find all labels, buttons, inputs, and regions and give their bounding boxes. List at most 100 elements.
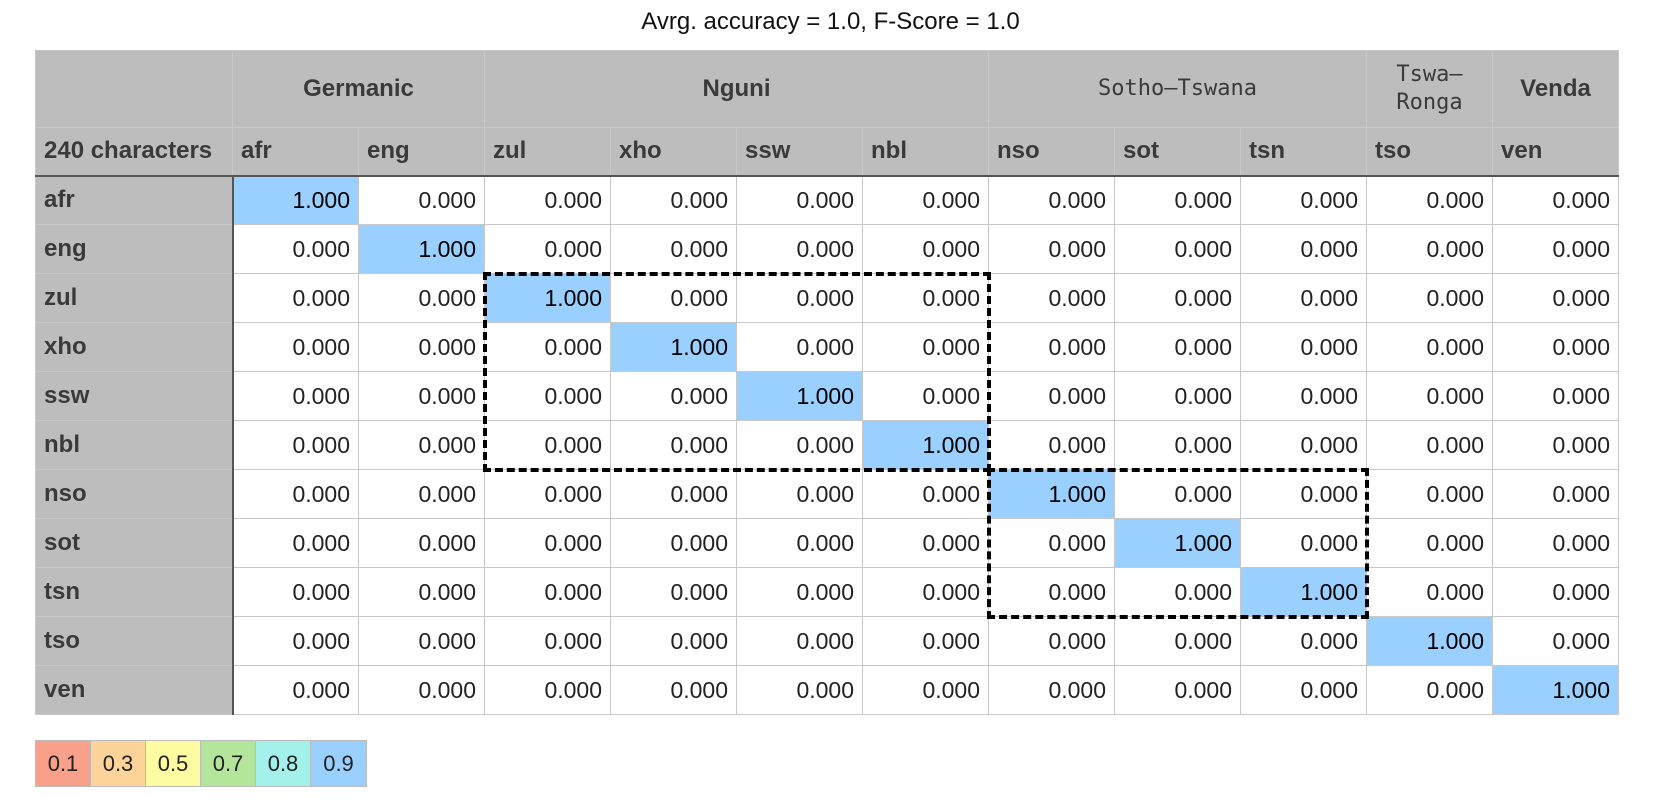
- row-header: tsn: [35, 567, 234, 617]
- matrix-cell: 0.000: [1366, 469, 1493, 519]
- matrix-cell: 0.000: [232, 665, 359, 715]
- matrix-cell: 0.000: [1240, 616, 1367, 666]
- row-header: nso: [35, 469, 234, 519]
- column-header: tsn: [1240, 127, 1367, 177]
- matrix-cell: 0.000: [232, 322, 359, 372]
- matrix-cell: 0.000: [736, 273, 863, 323]
- matrix-cell: 0.000: [1366, 518, 1493, 568]
- matrix-cell: 0.000: [862, 518, 989, 568]
- matrix-row: eng 0.000 1.000 0.000 0.000 0.000 0.000 0.000 0.…: [35, 224, 1619, 274]
- matrix-cell: 0.000: [1492, 616, 1619, 666]
- matrix-cell: 0.000: [610, 616, 737, 666]
- matrix-cell: 0.000: [862, 224, 989, 274]
- matrix-cell: 0.000: [232, 224, 359, 274]
- matrix-cell: 0.000: [232, 518, 359, 568]
- matrix-cell: 0.000: [1240, 420, 1367, 470]
- matrix-cell: 1.000: [1240, 567, 1367, 617]
- row-header: nbl: [35, 420, 234, 470]
- matrix-cell: 0.000: [1492, 175, 1619, 225]
- chart-title: Avrg. accuracy = 1.0, F-Score = 1.0: [641, 8, 1020, 35]
- matrix-cell: 0.000: [232, 371, 359, 421]
- column-header: afr: [232, 127, 359, 177]
- matrix-cell: 0.000: [1366, 420, 1493, 470]
- matrix-row: nbl 0.000 0.000 0.000 0.000 0.000 1.000 0.000 0.…: [35, 420, 1619, 470]
- matrix-cell: 0.000: [1240, 273, 1367, 323]
- matrix-cell: 0.000: [1492, 469, 1619, 519]
- matrix-cell: 0.000: [1366, 273, 1493, 323]
- matrix-cell: 0.000: [484, 371, 611, 421]
- matrix-cell: 0.000: [484, 518, 611, 568]
- matrix-cell: 0.000: [610, 469, 737, 519]
- matrix-cell: 0.000: [736, 665, 863, 715]
- matrix-row: ssw 0.000 0.000 0.000 0.000 1.000 0.000 0.000 0.…: [35, 371, 1619, 421]
- matrix-cell: 1.000: [736, 371, 863, 421]
- matrix-cell: 0.000: [358, 175, 485, 225]
- matrix-cell: 0.000: [1114, 567, 1241, 617]
- matrix-cell: 0.000: [988, 518, 1115, 568]
- matrix-cell: 0.000: [232, 616, 359, 666]
- matrix-cell: 0.000: [610, 224, 737, 274]
- matrix-cell: 0.000: [1366, 567, 1493, 617]
- matrix-cell: 1.000: [358, 224, 485, 274]
- matrix-cell: 0.000: [484, 469, 611, 519]
- matrix-cell: 1.000: [610, 322, 737, 372]
- row-header: xho: [35, 322, 234, 372]
- matrix-cell: 0.000: [484, 224, 611, 274]
- matrix-cell: 0.000: [862, 567, 989, 617]
- row-header: afr: [35, 175, 234, 225]
- matrix-row: zul 0.000 0.000 1.000 0.000 0.000 0.000 0.000 0.…: [35, 273, 1619, 323]
- legend-swatch: 0.1: [36, 741, 91, 786]
- matrix-cell: 0.000: [988, 371, 1115, 421]
- column-header: nso: [988, 127, 1115, 177]
- matrix-cell: 0.000: [988, 567, 1115, 617]
- matrix-cell: 0.000: [862, 175, 989, 225]
- column-header: ven: [1492, 127, 1619, 177]
- matrix-row: ven 0.000 0.000 0.000 0.000 0.000 0.000 0.000 0.…: [35, 665, 1619, 715]
- matrix-row: tsn 0.000 0.000 0.000 0.000 0.000 0.000 0.000 0.…: [35, 567, 1619, 617]
- column-header: ssw: [736, 127, 863, 177]
- group-header: Sotho–Tswana: [988, 50, 1367, 128]
- matrix-cell: 0.000: [1492, 518, 1619, 568]
- matrix-cell: 0.000: [1114, 420, 1241, 470]
- column-header: xho: [610, 127, 737, 177]
- matrix-cell: 0.000: [1114, 665, 1241, 715]
- row-header: ssw: [35, 371, 234, 421]
- matrix-cell: 0.000: [736, 420, 863, 470]
- matrix-cell: 0.000: [358, 273, 485, 323]
- column-header: zul: [484, 127, 611, 177]
- column-header: sot: [1114, 127, 1241, 177]
- matrix-cell: 0.000: [736, 175, 863, 225]
- matrix-cell: 0.000: [610, 273, 737, 323]
- legend-swatch: 0.9: [311, 741, 366, 786]
- matrix-cell: 0.000: [862, 371, 989, 421]
- matrix-cell: 1.000: [1366, 616, 1493, 666]
- matrix-cell: 0.000: [358, 469, 485, 519]
- matrix-cell: 0.000: [988, 322, 1115, 372]
- matrix-cell: 0.000: [1114, 371, 1241, 421]
- matrix-cell: 0.000: [736, 469, 863, 519]
- matrix-cell: 0.000: [862, 616, 989, 666]
- column-header: nbl: [862, 127, 989, 177]
- matrix-cell: 0.000: [1114, 616, 1241, 666]
- matrix-cell: 0.000: [1240, 371, 1367, 421]
- matrix-cell: 0.000: [1240, 469, 1367, 519]
- matrix-cell: 0.000: [736, 322, 863, 372]
- matrix-cell: 0.000: [1366, 665, 1493, 715]
- matrix-cell: 0.000: [1114, 273, 1241, 323]
- legend-swatch: 0.5: [146, 741, 201, 786]
- matrix-cell: 1.000: [232, 175, 359, 225]
- matrix-cell: 0.000: [610, 518, 737, 568]
- matrix-row: tso 0.000 0.000 0.000 0.000 0.000 0.000 0.000 0.…: [35, 616, 1619, 666]
- matrix-cell: 0.000: [988, 224, 1115, 274]
- matrix-cell: 0.000: [736, 567, 863, 617]
- matrix-cell: 0.000: [1492, 224, 1619, 274]
- matrix-cell: 0.000: [610, 665, 737, 715]
- matrix-cell: 0.000: [358, 518, 485, 568]
- matrix-cell: 0.000: [862, 322, 989, 372]
- matrix-cell: 0.000: [358, 616, 485, 666]
- matrix-cell: 0.000: [484, 175, 611, 225]
- column-header: eng: [358, 127, 485, 177]
- row-header: zul: [35, 273, 234, 323]
- matrix-cell: 0.000: [610, 420, 737, 470]
- matrix-row: xho 0.000 0.000 0.000 1.000 0.000 0.000 0.000 0.…: [35, 322, 1619, 372]
